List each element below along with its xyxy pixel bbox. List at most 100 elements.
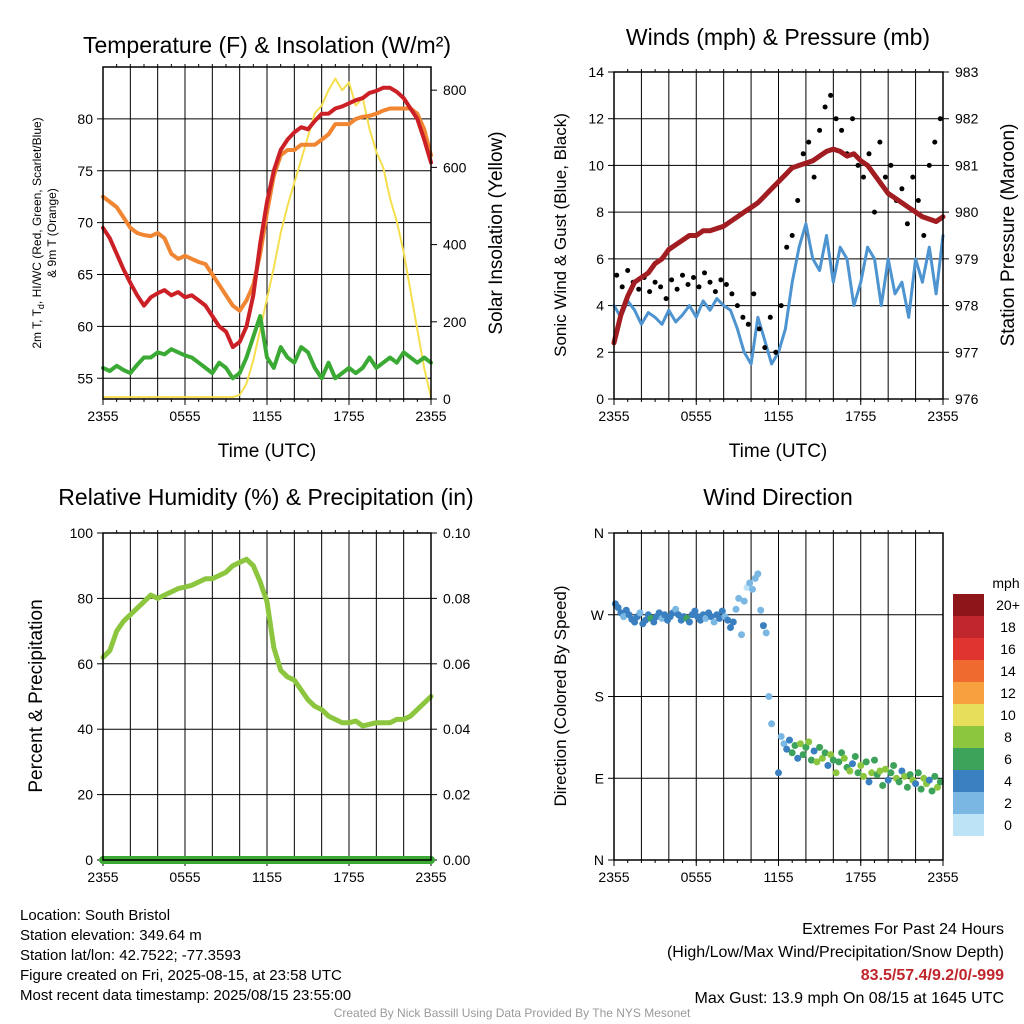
wdir-point	[890, 762, 898, 769]
wdir-legend-swatch	[953, 792, 984, 814]
wdir-legend-swatch	[953, 616, 984, 638]
temp-border	[102, 66, 432, 400]
wdir-point	[754, 570, 762, 578]
wdir-point	[901, 772, 909, 780]
rh-y2-tick-label: 0.06	[443, 656, 470, 672]
wdir-point	[724, 616, 732, 624]
wind-y-tick-label: 0	[596, 391, 604, 407]
wdir-point	[746, 579, 754, 587]
rh-y-tick-label: 0	[85, 852, 93, 868]
temp-y-tick-label: 60	[77, 318, 93, 334]
temp-series-t-	[101, 314, 433, 381]
wind-gust-point	[756, 326, 762, 332]
wind-gust-point	[910, 174, 916, 180]
wdir-legend-label: 16	[1000, 641, 1016, 657]
wind-y-tick-label: 8	[596, 204, 604, 220]
wdir-legend-swatch	[953, 704, 984, 726]
wdir-legend-label: 4	[1004, 773, 1012, 789]
wind-gust-point	[674, 286, 680, 292]
wdir-point	[620, 613, 628, 621]
wdir-point	[807, 756, 815, 764]
wdir-point	[931, 772, 939, 780]
rh-y2-tick-label: 0.00	[443, 852, 470, 868]
wdir-point	[796, 740, 804, 748]
wind-gust-point	[784, 244, 790, 250]
wind-gust-point	[915, 198, 921, 203]
wdir-point	[655, 609, 663, 617]
temp-y-tick-label: 70	[77, 215, 93, 231]
wdir-legend-label: 20+	[996, 597, 1020, 613]
wdir-point	[685, 618, 693, 626]
wdir-point	[727, 624, 734, 631]
wind-gust-point	[762, 345, 768, 351]
wdir-point	[672, 605, 680, 613]
wind-gust-point	[861, 174, 866, 180]
wdir-point	[805, 738, 813, 746]
wdir-point	[865, 778, 873, 786]
wdir-point	[780, 740, 788, 748]
wdir-point	[762, 629, 770, 637]
wind-y2-tick-label: 976	[955, 391, 979, 407]
rh-y-axis-label: Percent & Precipitation	[26, 599, 47, 792]
wdir-legend-swatch	[953, 726, 984, 748]
wind-gust-point	[696, 284, 702, 290]
wind-series-sonic-wind	[612, 222, 945, 366]
wind-y2-tick-label: 982	[955, 111, 979, 127]
wind-gust-point	[882, 174, 888, 180]
rh-x-tick-label: 0555	[169, 869, 200, 885]
wind-y2-tick-label: 981	[955, 157, 979, 173]
rh-x-tick-label: 2355	[415, 869, 446, 885]
wind-gust-point	[669, 277, 675, 283]
wdir-point	[768, 720, 776, 728]
wind-gust-point	[904, 221, 910, 227]
wdir-point	[650, 618, 658, 626]
wind-gust-point	[866, 151, 872, 157]
wdir-point	[740, 597, 748, 605]
wind-series-station-pressure	[611, 146, 946, 346]
created-text: Figure created on Fri, 2025-08-15, at 23…	[20, 967, 342, 984]
temp-series-solar-insolation	[102, 77, 432, 399]
wdir-point	[860, 772, 867, 780]
wdir-point	[881, 765, 889, 773]
wdir-point	[786, 736, 793, 744]
wdir-point	[749, 585, 756, 593]
wind-gust-point	[877, 139, 883, 145]
wdir-point	[857, 762, 865, 769]
wdir-point	[829, 756, 837, 764]
wdir-point	[810, 747, 818, 755]
wind-gust-point	[647, 289, 653, 295]
wdir-legend-label: 0	[1004, 817, 1012, 833]
wind-y-tick-label: 2	[596, 344, 604, 360]
wdir-border	[613, 532, 944, 861]
wdir-point	[788, 749, 796, 757]
rh-x-tick-label: 1155	[252, 869, 282, 885]
wdir-point	[775, 769, 782, 777]
meteogram-panels: 2355 0555 1155 1755 235555606570758002004006…	[26, 24, 1020, 885]
wdir-point	[840, 754, 848, 762]
wind-x-tick-label: 2355	[927, 408, 958, 424]
wind-y-tick-label: 6	[596, 251, 604, 267]
wdir-point	[835, 758, 843, 766]
station-info: Location: South Bristol Station elevatio…	[20, 906, 351, 1006]
wdir-point	[832, 769, 840, 777]
wdir-point	[813, 758, 821, 766]
wind-gust-point	[745, 321, 751, 327]
temp-x-axis-label: Time (UTC)	[218, 441, 317, 462]
wdir-point	[738, 631, 745, 639]
wdir-point	[691, 607, 699, 615]
wind-gust-point	[663, 296, 669, 302]
rh-x-tick-label: 2355	[87, 869, 118, 885]
recent-timestamp-text: Most recent data timestamp: 2025/08/15 2…	[20, 987, 352, 1004]
wdir-point	[879, 782, 887, 789]
wdir-point	[783, 745, 791, 753]
wdir-point	[936, 778, 944, 786]
temp-x-tick-label: 1155	[252, 408, 282, 424]
wdir-point	[917, 785, 925, 793]
wind-gust-point	[855, 162, 861, 168]
wdir-x-tick-label: 2355	[598, 869, 629, 885]
temp-y2-tick-label: 600	[443, 159, 467, 175]
temp-y-axis-label-line1: 2m T, Td, HI/WC (Red, Green, Scarlet/Blu…	[30, 117, 46, 348]
wind-gust-point	[619, 284, 625, 290]
wdir-legend-label: 18	[1000, 619, 1016, 635]
wdir-x-tick-label: 1755	[845, 869, 876, 885]
